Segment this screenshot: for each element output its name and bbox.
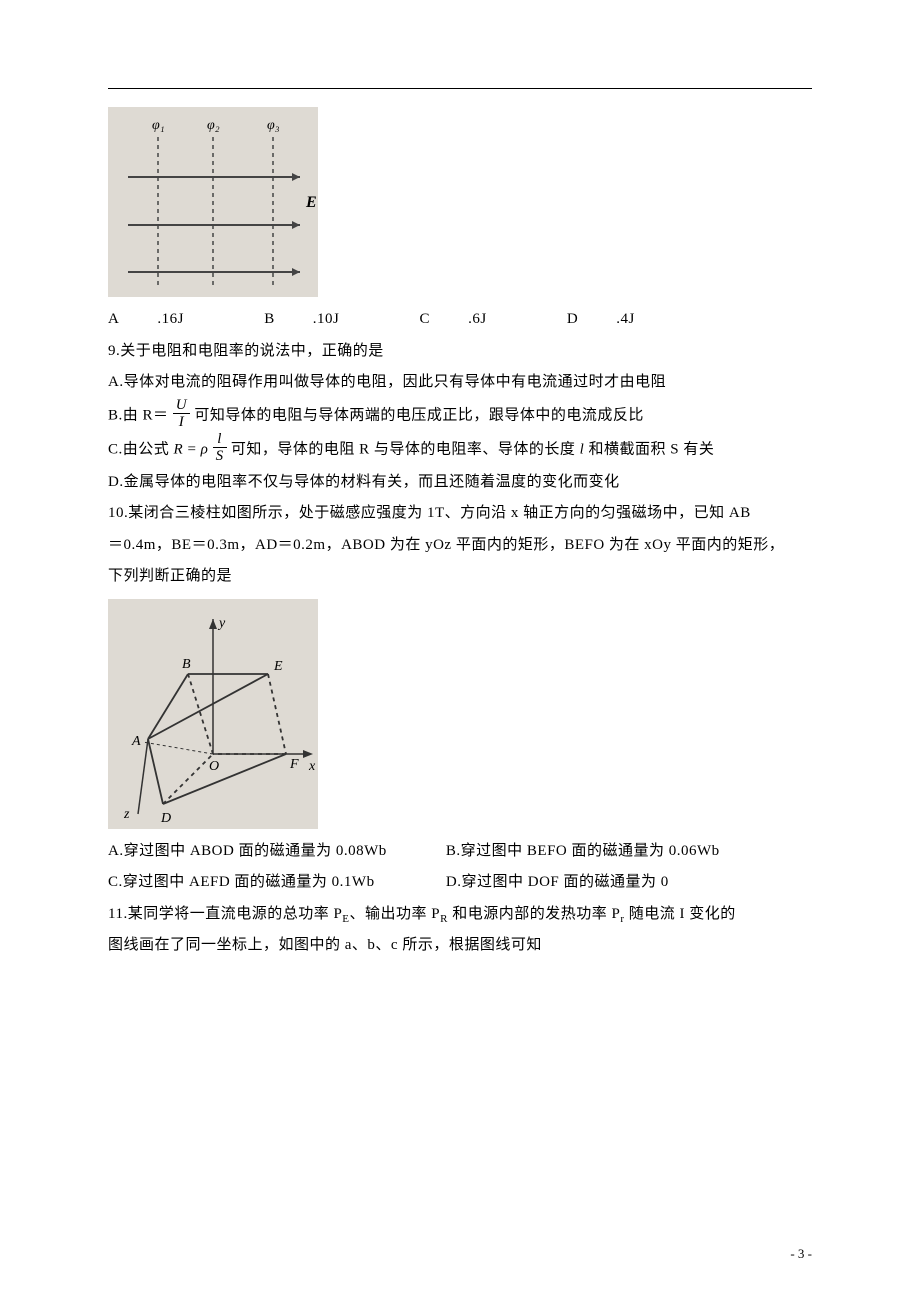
svg-text:B: B [182,657,191,672]
q9-option-d: D.金属导体的电阻率不仅与导体的材料有关，而且还随着温度的变化而变化 [108,467,812,499]
opt-letter: B [264,304,275,336]
q10-options-row1: A.穿过图中 ABOD 面的磁通量为 0.08WbB.穿过图中 BEFO 面的磁… [108,836,812,868]
svg-text:E: E [273,659,283,674]
opt-text: 6J [472,304,486,336]
q10-stem-line1: 10.某闭合三棱柱如图所示，处于磁感应强度为 1T、方向沿 x 轴正方向的匀强磁… [108,498,812,530]
svg-text:E: E [305,194,317,211]
svg-text:y: y [217,616,226,631]
text: 可知，导体的电阻 R 与导体的电阻率、导体的长度 [231,441,580,457]
q9-option-b: B.由 R＝ U I 可知导体的电阻与导体两端的电压成正比，跟导体中的电流成反比 [108,399,812,433]
opt-text: 4J [621,304,635,336]
text: 可知导体的电阻与导体两端的电压成正比，跟导体中的电流成反比 [194,407,644,423]
numerator: U [173,397,190,415]
q10-option-a: A.穿过图中 ABOD 面的磁通量为 0.08Wb [108,836,446,868]
text: 、输出功率 P [350,906,441,922]
text: 和横截面积 S 有关 [589,441,715,457]
sub: R [440,913,448,925]
figure-prism-svg: y x z O A B E F D [108,599,318,829]
opt-text: 10J [317,304,339,336]
q10-option-c: C.穿过图中 AEFD 面的磁通量为 0.1Wb [108,867,446,899]
q8-option-b: B.10J [264,304,377,336]
svg-text:A: A [131,734,141,749]
fraction-l-over-s: l S [213,431,227,465]
denominator: S [213,448,227,465]
svg-text:φ₂: φ₂ [207,118,220,133]
opt-letter: C [420,304,431,336]
svg-text:φ₁: φ₁ [152,118,165,133]
denominator: I [173,414,190,431]
figure-prism: y x z O A B E F D [108,599,812,834]
page-number: - 3 - [790,1246,812,1262]
text: 11.某同学将一直流电源的总功率 P [108,906,342,922]
var-l: l [580,441,585,457]
svg-text:F: F [289,757,299,772]
sub: E [342,913,349,925]
fraction-u-over-i: U I [173,397,190,431]
numerator: l [213,431,227,449]
text: 随电流 I 变化的 [624,906,735,922]
text: B.由 R＝ [108,407,169,423]
q11-line2: 图线画在了同一坐标上，如图中的 a、b、c 所示，根据图线可知 [108,930,812,962]
svg-text:x: x [308,759,316,774]
opt-letter: D [567,304,578,336]
q8-option-a: A.16J [108,304,222,336]
opt-text: 16J [162,304,184,336]
var-r: R [174,441,184,457]
figure-field-lines: φ₁ φ₂ φ₃ E [108,107,812,302]
text: C.由公式 [108,441,174,457]
text: = [187,441,200,457]
q8-option-d: D.4J [567,304,673,336]
svg-text:D: D [160,811,171,826]
q8-options: A.16J B.10J C.6J D.4J [108,304,812,336]
svg-text:φ₃: φ₃ [267,118,280,133]
top-rule [108,88,812,89]
q9-stem: 9.关于电阻和电阻率的说法中，正确的是 [108,336,812,368]
q10-stem-line3: 下列判断正确的是 [108,561,812,593]
text: 和电源内部的发热功率 P [448,906,620,922]
svg-text:z: z [123,807,130,822]
opt-letter: A [108,304,119,336]
var-rho: ρ [201,441,209,457]
q9-option-c: C.由公式 R = ρ l S 可知，导体的电阻 R 与导体的电阻率、导体的长度… [108,433,812,467]
svg-text:O: O [209,759,219,774]
q10-option-d: D.穿过图中 DOF 面的磁通量为 0 [446,867,784,899]
figure-field-lines-svg: φ₁ φ₂ φ₃ E [108,107,318,297]
q10-option-b: B.穿过图中 BEFO 面的磁通量为 0.06Wb [446,836,784,868]
q11-line1: 11.某同学将一直流电源的总功率 PE、输出功率 PR 和电源内部的发热功率 P… [108,899,812,931]
q9-option-a: A.导体对电流的阻碍作用叫做导体的电阻，因此只有导体中有电流通过时才由电阻 [108,367,812,399]
q10-options-row2: C.穿过图中 AEFD 面的磁通量为 0.1WbD.穿过图中 DOF 面的磁通量… [108,867,812,899]
q10-stem-line2: ＝0.4m，BE＝0.3m，AD＝0.2m，ABOD 为在 yOz 平面内的矩形… [108,530,812,562]
q8-option-c: C.6J [420,304,525,336]
